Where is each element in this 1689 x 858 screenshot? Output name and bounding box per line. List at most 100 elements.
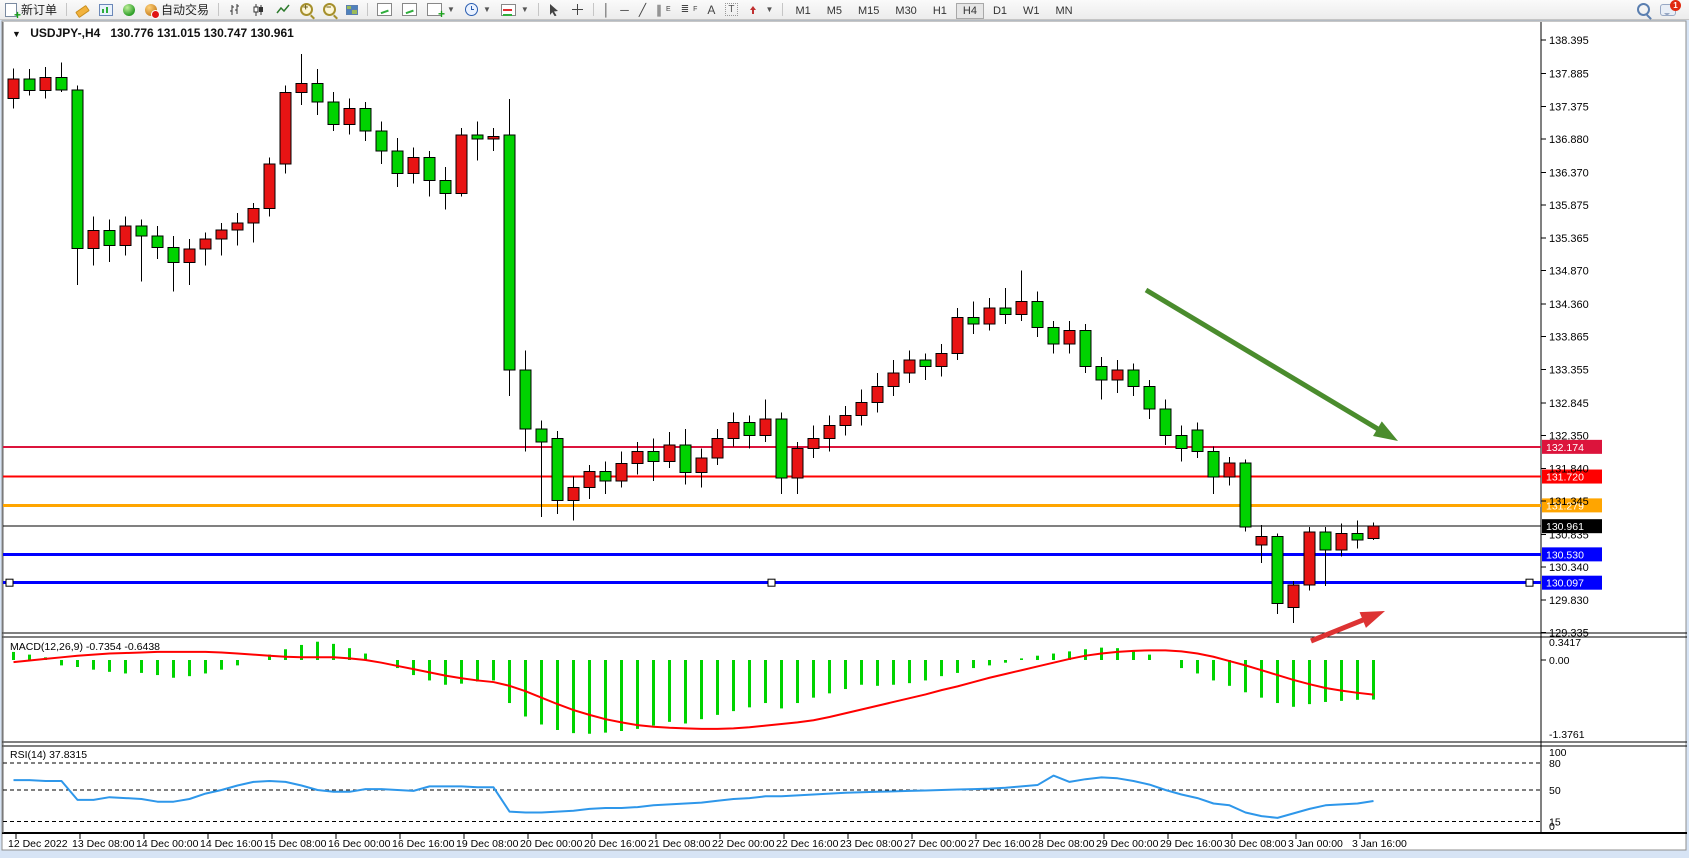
channel-tool-button[interactable]: ∥ E [651,1,676,18]
timeframe-m1-button[interactable]: M1 [795,4,811,17]
tile-windows-button[interactable] [341,1,363,18]
candle [839,415,852,427]
candle [823,425,836,440]
candle [311,82,324,103]
candle [39,77,52,92]
candle [1143,385,1156,410]
price-tick-label: 131.345 [1549,496,1589,508]
new-order-button[interactable]: 新订单 [0,1,62,22]
rsi-axis-label: 0 [1549,821,1555,833]
fibonacci-tool-button[interactable]: ≣ F [676,1,703,18]
add-indicator-icon [427,3,445,21]
shapes-tool-button[interactable]: ▼ [743,1,779,18]
timeframe-m30-button[interactable]: M30 [895,4,917,17]
rsi-line [13,774,1374,819]
indicator-window-button[interactable] [372,1,397,18]
time-tick-label: 22 Dec 00:00 [712,838,775,850]
notifications-button[interactable]: 1 [1655,0,1681,18]
timeframe-h4-button[interactable]: H4 [955,2,984,19]
candle [167,247,180,264]
candle [1367,525,1380,539]
add-indicator-button[interactable]: ▼ [422,1,460,21]
downtrend-arrow[interactable] [1144,287,1398,441]
candle [1287,584,1300,608]
new-chart-button[interactable] [94,1,118,18]
indicator-window2-button[interactable] [397,1,422,18]
hline-tool-button[interactable]: ─ [615,1,634,18]
autotrade-button[interactable]: 自动交易 [140,1,214,19]
candle [1031,300,1044,328]
timeframe-m5-button[interactable]: M5 [826,4,842,17]
timeframe-m15-button[interactable]: M15 [858,4,880,17]
candle-chart-mode-button[interactable] [247,1,271,18]
candle [1159,408,1172,436]
period-button[interactable]: ▼ [460,1,496,18]
bar-chart-mode-button[interactable] [223,1,247,18]
timeframe-h1-button[interactable]: H1 [932,4,947,17]
levels-layer[interactable] [3,445,1541,587]
annot-layer[interactable] [1144,287,1398,644]
candle [215,229,228,240]
search-button[interactable] [1632,1,1655,18]
vline-tool-button[interactable]: │ [598,1,616,18]
price-tick-label: 134.360 [1549,299,1589,311]
candle [807,438,820,449]
trendline-tool-button[interactable]: ╱ [634,1,651,18]
toolbar-separator [218,3,220,16]
template-button[interactable]: ▼ [496,1,534,18]
candle [775,418,788,479]
label-tool-button[interactable]: T [720,1,742,18]
price-tick-label: 136.370 [1549,167,1589,179]
line-chart-mode-button[interactable] [271,1,295,18]
price-badge-label: 130.530 [1546,549,1584,561]
autotrade-label: 自动交易 [161,3,210,17]
timeframe-mn-button[interactable]: MN [1055,4,1073,17]
channel-letter: E [666,6,671,13]
chevron-down-icon: ▼ [520,5,529,14]
time-tick-label: 29 Dec 16:00 [1160,838,1223,850]
chevron-down-icon: ▼ [765,5,774,14]
candle [935,353,948,368]
candle [1335,532,1348,551]
level-handle[interactable] [1525,578,1534,587]
tile-windows-icon [346,4,359,15]
price-tick-label: 131.840 [1549,464,1589,476]
candle [551,438,564,502]
axes-layer: 138.395 137.885 137.375 136.880 136.370 135.8… [8,35,1589,850]
crosshair-tool-button[interactable] [566,1,589,18]
candle [727,421,740,440]
new-order-icon [5,2,21,22]
candle [343,107,356,126]
candle [1063,330,1076,345]
collapse-triangle-icon[interactable]: ▼ [12,29,21,39]
candle [615,462,628,482]
time-tick-label: 16 Dec 16:00 [392,838,455,850]
time-tick-label: 13 Dec 08:00 [72,838,135,850]
level-handle[interactable] [5,578,14,587]
zoom-out-button[interactable]: − [318,1,341,18]
candle [599,470,612,482]
search-icon [1637,3,1650,16]
bounce-arrow[interactable] [1310,611,1385,644]
candle [391,150,404,175]
zoom-in-button[interactable]: + [295,1,318,18]
toolbar-separator [782,3,784,16]
cursor-tool-button[interactable] [543,1,566,18]
candle [455,134,468,194]
candle [919,359,932,368]
timeframe-d1-button[interactable]: D1 [992,4,1007,17]
styler-button[interactable] [71,1,94,18]
candle [263,163,276,209]
time-tick-label: 21 Dec 08:00 [648,838,711,850]
crosshair-icon [571,4,583,15]
candle [567,487,580,502]
signals-button[interactable] [118,1,140,18]
candle [71,89,84,249]
badges-layer: 132.174 131.720 131.279 130.961 130.530 130.0… [1542,439,1602,590]
timeframe-w1-button[interactable]: W1 [1023,4,1040,17]
candle [295,82,308,94]
level-handle[interactable] [767,578,776,587]
text-tool-button[interactable]: A [702,1,720,18]
